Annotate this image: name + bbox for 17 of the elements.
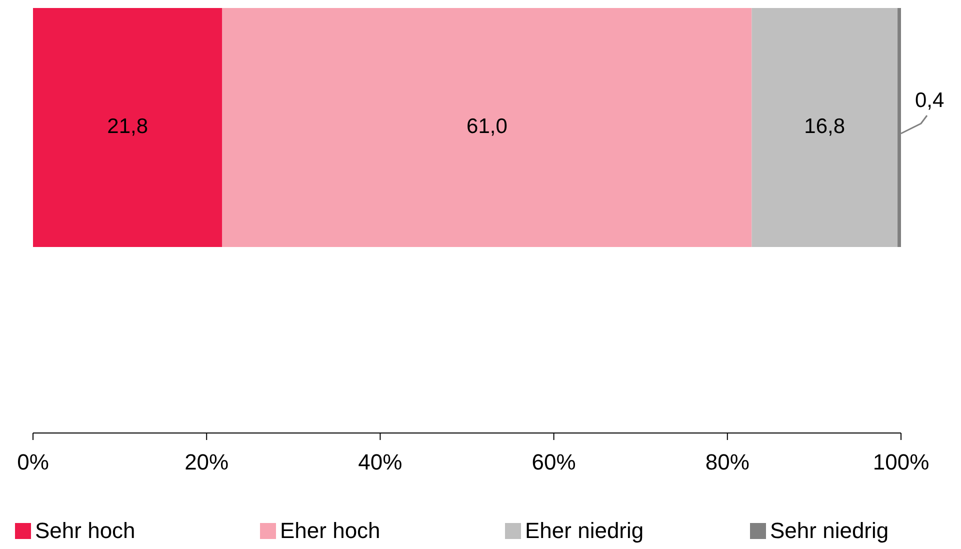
data-label: 16,8 [804, 115, 846, 138]
legend-label: Eher hoch [280, 518, 380, 544]
legend-label: Sehr niedrig [770, 518, 889, 544]
data-label: 61,0 [466, 115, 508, 138]
x-tick-label: 40% [358, 450, 402, 475]
bar [222, 8, 752, 247]
legend-label: Sehr hoch [35, 518, 136, 544]
legend-label: Eher niedrig [525, 518, 644, 544]
data-label: 0,4 [915, 89, 945, 112]
bar [752, 8, 898, 247]
x-tick-label: 20% [184, 450, 229, 475]
x-tick-label: 60% [532, 450, 576, 475]
x-tick-label: 80% [705, 450, 750, 475]
x-tick-label: 100% [872, 450, 930, 475]
bar [33, 8, 222, 247]
data-label: 21,8 [107, 115, 148, 138]
x-tick-label: 0% [17, 450, 49, 475]
